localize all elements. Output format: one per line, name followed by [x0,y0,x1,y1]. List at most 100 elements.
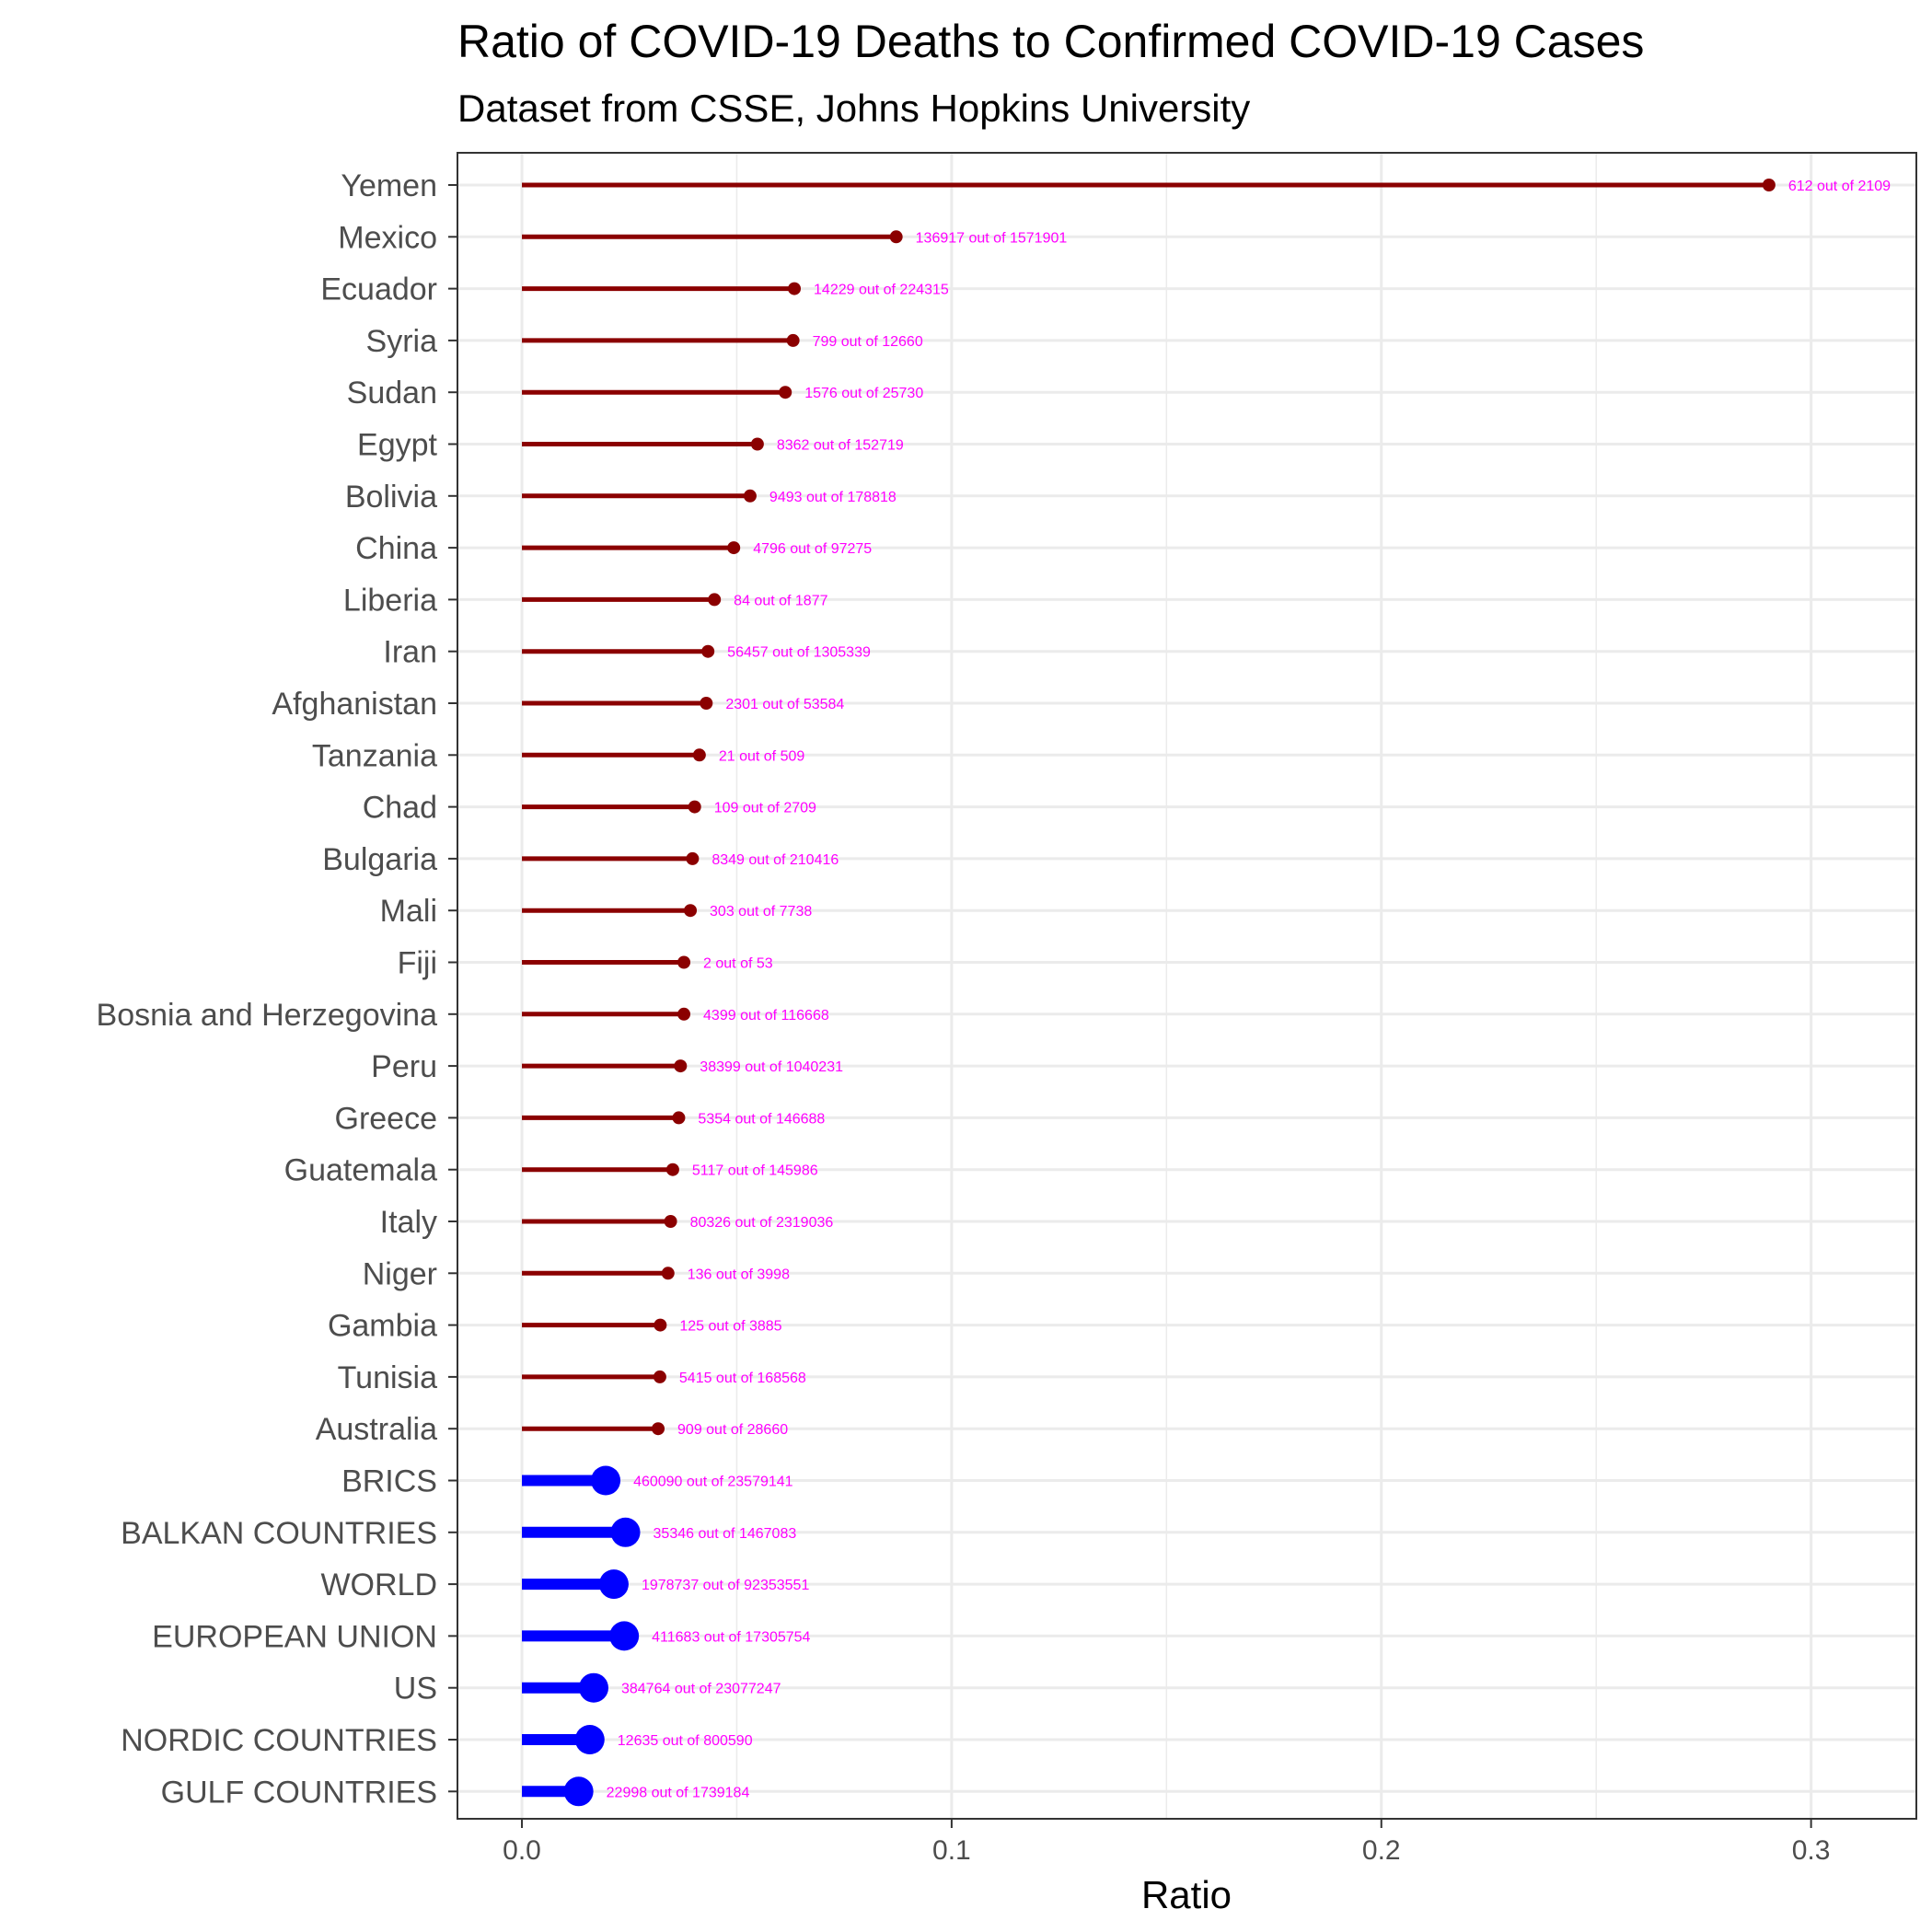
data-label: 2 out of 53 [703,956,773,972]
x-axis-label: Ratio [1141,1873,1232,1916]
y-tick-label: Bosnia and Herzegovina [97,998,438,1033]
data-label: 125 out of 3885 [679,1319,781,1335]
y-tick-label: Tunisia [338,1360,437,1395]
data-label: 612 out of 2109 [1788,179,1891,194]
data-label: 4399 out of 116668 [703,1008,829,1024]
lollipop-point [788,282,802,295]
y-tick-label: Mali [380,894,437,929]
y-tick-label: NORDIC COUNTRIES [121,1723,437,1758]
lollipop-point [661,1267,675,1280]
y-tick-label: WORLD [320,1568,437,1602]
data-label: 22998 out of 1739184 [607,1785,750,1800]
lollipop-point [674,1059,688,1073]
data-label: 799 out of 12660 [813,334,923,350]
y-tick-label: Sudan [347,376,437,411]
data-label: 56457 out of 1305339 [727,645,871,661]
y-tick-label: Syria [366,324,438,359]
y-tick-label: GULF COUNTRIES [161,1775,437,1810]
plot-panel-background [457,153,1916,1819]
data-label: 35346 out of 1467083 [654,1526,797,1542]
lollipop-point [686,851,700,865]
data-label: 303 out of 7738 [710,904,812,920]
lollipop-point [652,1422,665,1436]
y-tick-label: Ecuador [320,272,437,307]
data-label: 909 out of 28660 [677,1422,788,1438]
y-tick-label: BALKAN COUNTRIES [121,1516,437,1551]
lollipop-point [563,1776,594,1807]
y-tick-label: Bolivia [345,480,437,515]
y-tick-label: Italy [380,1205,437,1240]
x-axis: 0.0 0.1 0.2 0.3 [503,1819,1830,1866]
lollipop-point [701,644,715,658]
y-tick-label: Niger [363,1256,437,1291]
lollipop-point [692,748,706,762]
lollipop-marks: 612 out of 2109 136917 out of 1571901 1422… [522,179,1891,1807]
data-label: 411683 out of 17305754 [652,1629,810,1645]
data-label: 5415 out of 168568 [679,1371,806,1386]
y-tick-label: Chad [363,791,437,826]
data-label: 14229 out of 224315 [814,283,949,298]
data-label: 38399 out of 1040231 [700,1059,843,1075]
lollipop-point [688,800,701,814]
lollipop-point [574,1725,605,1754]
lollipop-point [708,593,722,607]
plot-panel-border [457,152,1917,1820]
lollipop-point [672,1111,686,1125]
grid-lines [457,153,1916,1819]
y-tick-label: US [394,1672,437,1706]
y-tick-label: Fiji [398,946,437,981]
data-label: 2301 out of 53584 [725,697,844,712]
lollipop-point [779,386,792,399]
y-tick-label: Afghanistan [272,687,437,722]
lollipop-point [750,437,764,451]
y-tick-label: Yemen [341,168,437,203]
data-label: 8362 out of 152719 [777,438,904,454]
x-tick-label: 0.0 [503,1835,541,1866]
lollipop-point [665,1163,679,1176]
data-label: 136 out of 3998 [688,1267,790,1282]
data-label: 109 out of 2709 [714,801,816,816]
y-tick-label: BRICS [341,1464,437,1499]
data-label: 384764 out of 23077247 [621,1682,781,1697]
lollipop-point [609,1621,640,1651]
data-label: 1576 out of 25730 [804,386,923,401]
lollipop-point [727,541,741,555]
lollipop-point [598,1569,629,1600]
chart-subtitle: Dataset from CSSE, Johns Hopkins Univers… [457,87,1250,130]
y-axis: Yemen Mexico Ecuador Syria Sudan Egypt Bolivia… [97,168,457,1810]
data-label: 9493 out of 178818 [769,490,897,505]
y-tick-label: Peru [371,1049,437,1084]
y-tick-label: Guatemala [284,1153,437,1188]
y-tick-label: Tanzania [312,738,437,773]
y-tick-label: Egypt [357,428,437,463]
lollipop-point [653,1370,666,1383]
data-label: 8349 out of 210416 [711,852,839,868]
lollipop-point [677,955,691,969]
y-tick-label: China [355,531,437,566]
y-tick-label: Greece [335,1101,438,1136]
lollipop-point [743,489,757,503]
data-label: 5354 out of 146688 [698,1111,825,1127]
lollipop-point [786,333,800,347]
lollipop-point [677,1007,691,1021]
y-tick-label: Iran [383,635,437,670]
lollipop-point [684,904,698,918]
x-tick-label: 0.3 [1792,1835,1831,1866]
data-label: 5117 out of 145986 [692,1163,818,1179]
x-tick-label: 0.2 [1362,1835,1401,1866]
lollipop-point [654,1318,667,1332]
y-tick-label: Gambia [328,1309,437,1344]
y-tick-label: EUROPEAN UNION [152,1619,437,1654]
data-label: 136917 out of 1571901 [916,230,1068,246]
lollipop-point [610,1517,641,1547]
y-tick-label: Liberia [343,583,437,618]
lollipop-point [591,1465,621,1496]
data-label: 12635 out of 800590 [618,1733,753,1749]
data-label: 1978737 out of 92353551 [642,1578,810,1593]
lollipop-point [700,697,713,710]
lollipop-point [1762,179,1776,191]
data-label: 4796 out of 97275 [753,541,872,557]
lollipop-point [889,230,903,244]
data-label: 80326 out of 2319036 [690,1215,834,1231]
